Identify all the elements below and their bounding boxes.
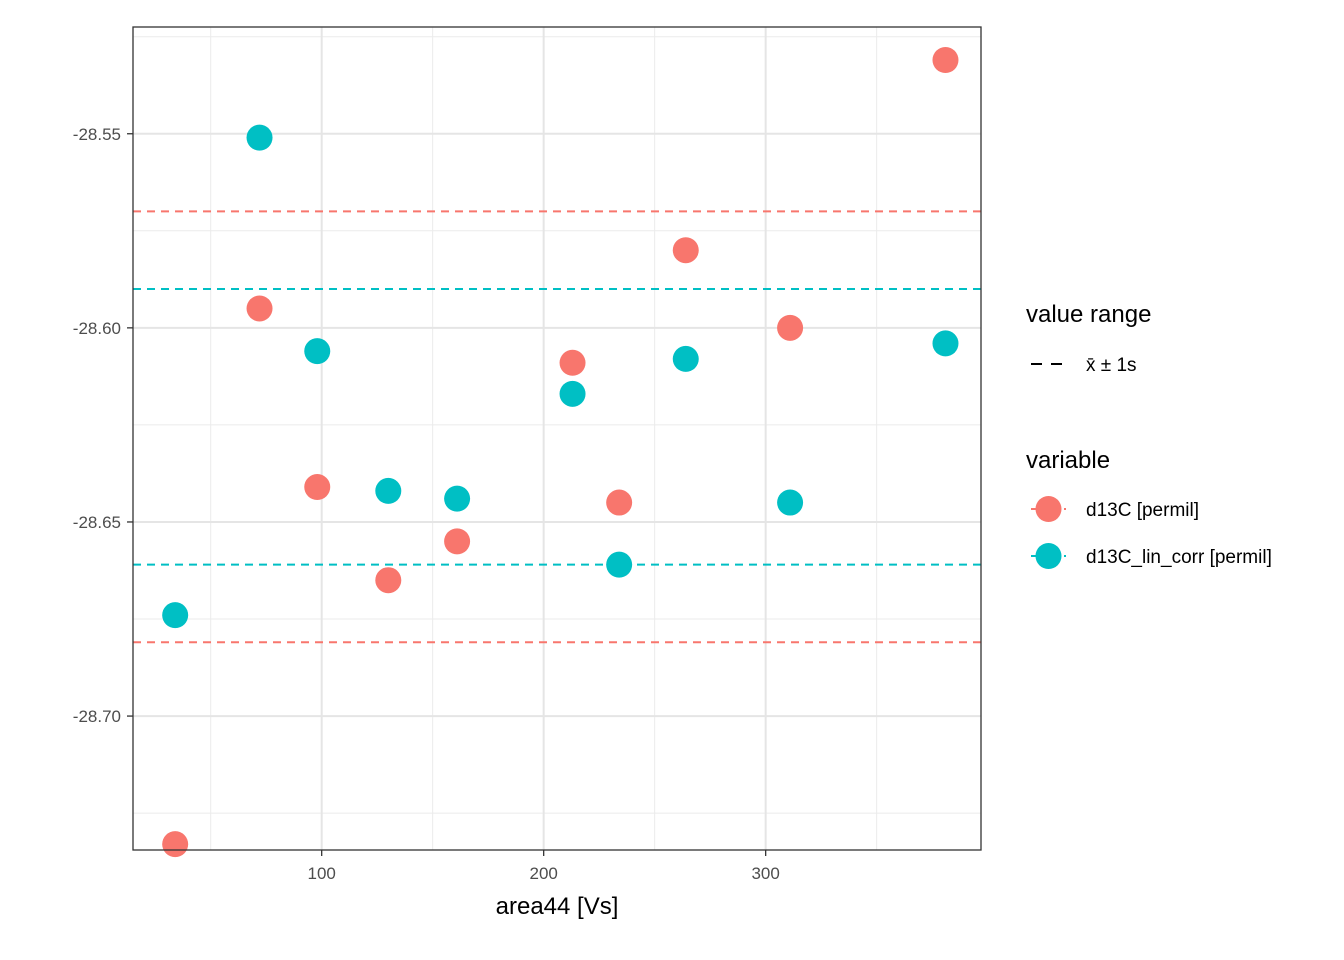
reference-lines	[133, 210, 981, 644]
data-point	[672, 345, 699, 372]
data-point	[932, 330, 959, 357]
x-tick-label: 200	[529, 864, 557, 883]
legend-value-range: value range x̄ ± 1s	[1026, 301, 1151, 376]
x-tick-label: 100	[308, 864, 336, 883]
data-point	[304, 474, 331, 501]
data-points	[162, 46, 959, 858]
legend-range-label: x̄ ± 1s	[1086, 355, 1137, 376]
x-axis-title: area44 [Vs]	[496, 893, 619, 920]
legend-key-dot	[1035, 496, 1062, 522]
data-point	[444, 485, 471, 512]
legend-item-d13c-lin-corr: d13C_lin_corr [permil]	[1031, 543, 1272, 569]
plot-panel	[132, 26, 982, 858]
x-tick-label: 300	[751, 864, 779, 883]
legend-variable: variable d13C [permil] d13C_lin_corr [pe…	[1026, 447, 1272, 569]
major-gridlines	[133, 27, 981, 850]
panel-background	[133, 27, 981, 850]
data-point	[606, 551, 633, 578]
y-tick-label: -28.65	[73, 513, 121, 532]
legend-key-dot	[1035, 543, 1062, 569]
data-point	[777, 489, 804, 516]
data-point	[672, 237, 699, 264]
data-point	[559, 349, 586, 376]
data-point	[162, 602, 189, 629]
data-point	[375, 567, 402, 594]
data-point	[246, 124, 273, 151]
legend-item-label: d13C_lin_corr [permil]	[1086, 547, 1272, 568]
data-point	[559, 380, 586, 407]
panel-border	[132, 26, 982, 851]
minor-gridlines	[133, 27, 981, 850]
data-point	[444, 528, 471, 555]
y-tick-label: -28.70	[73, 707, 121, 726]
legend-range-title: value range	[1026, 301, 1151, 328]
legend-item-label: d13C [permil]	[1086, 500, 1199, 521]
y-axis: -28.55 -28.60 -28.65 -28.70	[73, 125, 133, 726]
data-point	[375, 477, 402, 504]
data-point	[932, 46, 959, 73]
data-point	[606, 489, 633, 516]
y-tick-label: -28.55	[73, 125, 121, 144]
y-tick-label: -28.60	[73, 319, 121, 338]
data-point	[246, 295, 273, 322]
legend-variable-title: variable	[1026, 447, 1110, 474]
data-point	[162, 831, 189, 858]
data-point	[777, 314, 804, 341]
legend-item-d13c: d13C [permil]	[1031, 496, 1199, 522]
x-axis: 100 200 300	[308, 850, 780, 883]
data-point	[304, 338, 331, 365]
